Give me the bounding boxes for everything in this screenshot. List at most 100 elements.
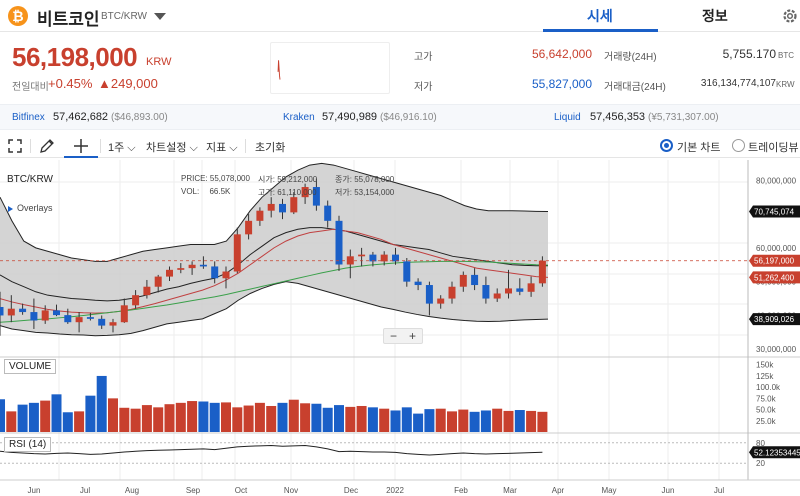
ohlc-close-value: 55,078,000 [354,175,395,184]
rsi-tick-label: 80 [756,439,765,448]
candle-body [0,307,4,316]
volume-bar [164,404,175,432]
coin-selector-caret-icon[interactable] [154,13,166,20]
play-icon [8,205,13,212]
candle-body [7,308,15,316]
ohlc-high-label: 고가: [258,188,275,197]
x-tick-label: Dec [344,486,358,495]
ohlc-low: 저가: 53,154,000 [335,187,394,198]
candle-body [41,310,49,321]
candle-body [493,293,501,299]
chart-settings-label: 차트설정 [146,142,187,154]
volume-bar [435,408,446,432]
candle-body [154,276,162,287]
interval-label: 1주 [108,142,125,154]
tab-quote[interactable]: 시세 [587,8,613,24]
x-tick-label: Jun [28,486,41,495]
crosshair-icon[interactable] [72,137,90,155]
volume-bar [74,411,85,432]
volume-bar [537,411,548,432]
volume-bar [17,404,28,432]
interval-selector[interactable]: 1주 ⌵ [108,142,136,154]
ohlc-high-value: 61,110,000 [277,188,317,197]
volume-bar [469,411,480,432]
candle-body [132,295,140,306]
volume-bar [311,403,322,432]
gear-icon[interactable] [780,6,800,26]
basic-chart-label[interactable]: 기본 차트 [677,142,721,154]
header: ₿ 비트코인 BTC/KRW 시세 정보 [0,0,800,32]
low-label: 저가 [414,82,433,93]
basic-chart-radio[interactable] [660,139,673,152]
candle-body [482,285,490,299]
candle-body [301,187,309,198]
volume-tick-label: 125k [756,372,774,381]
current-price: 56,198,000 [12,42,138,72]
exchange-price-kraken: 57,490,989 [322,111,378,123]
trading-view-radio[interactable] [732,139,745,152]
ohlc-open: 시가: 59,212,000 [258,174,317,185]
volume-bar [130,408,141,432]
exchange-name-bitfinex[interactable]: Bitfinex [12,112,45,123]
high-value: 56,642,000 [531,47,592,61]
volume-bar [28,402,39,432]
price-tick-label: 80,000,000 [756,176,797,185]
candle-body [392,254,399,262]
candle-body [403,261,411,282]
candle-body [75,317,83,323]
candle-body [245,220,253,235]
fullscreen-icon[interactable] [6,137,24,155]
price-marker-label: 51,262,400 [754,273,795,282]
low-value: 55,827,000 [531,77,592,91]
zoom-out-button[interactable]: − [389,329,397,343]
indicators-menu[interactable]: 지표 ⌵ [206,142,238,154]
x-tick-label: May [601,486,616,495]
trading-view-label[interactable]: 트레이딩뷰 [748,142,799,154]
ohlc-price-value: 55,078,000 [209,174,250,183]
volume-bar [108,398,118,432]
zoom-in-button[interactable]: + [408,329,416,343]
volume-bar [96,375,107,432]
overlays-toggle[interactable]: Overlays [8,203,53,213]
bitcoin-logo-icon: ₿ [8,6,28,26]
reset-button[interactable]: 초기화 [255,142,286,154]
ohlc-vol-value: 66.5K [209,187,231,196]
price-chart[interactable]: 80,000,00060,000,00050,000,00040,000,000… [0,160,800,496]
candle-body [30,312,38,321]
volume-tick-label: 75.0k [756,394,777,403]
rsi-panel-title: RSI (14) [4,437,52,452]
volume-value: 5,755.170 [722,47,776,61]
candle-body [459,274,467,287]
high-label: 고가 [414,52,433,63]
volume-bar [492,408,503,432]
toolbar-divider [100,139,101,153]
volume-tick-label: 50.0k [756,406,777,415]
tab-info[interactable]: 정보 [702,8,728,24]
x-tick-label: Jul [714,486,724,495]
ohlc-high: 고가: 61,110,000 [258,187,317,198]
pencil-icon[interactable] [38,137,56,155]
chart-settings-menu[interactable]: 차트설정 ⌵ [146,142,198,154]
volume-bar [379,408,390,432]
candle-body [324,205,332,221]
candle-body [53,310,60,316]
candle-body [109,322,117,326]
volume-bar [40,400,51,432]
x-tick-label: Jun [662,486,675,495]
change-amount: ▲249,000 [98,76,158,91]
ohlc-close: 종가: 55,078,000 [335,174,394,185]
exchange-name-kraken[interactable]: Kraken [283,112,315,123]
candle-body [267,203,275,211]
volume-bar [300,403,311,432]
volume-label: 거래량(24H) [604,52,657,63]
coin-name: 비트코인 [37,10,100,29]
exchange-name-liquid[interactable]: Liquid [554,112,581,123]
rsi-marker-tag [749,446,800,459]
change-percent: +0.45% [48,76,93,91]
volume-bar [277,402,288,432]
ohlc-close-label: 종가: [335,175,352,184]
rsi-tick-label: 20 [756,459,765,468]
exchange-bar: Bitfinex 57,462,682 ($46,893.00) Kraken … [0,104,800,130]
candle-body [425,285,433,304]
volume-bar [367,407,378,432]
